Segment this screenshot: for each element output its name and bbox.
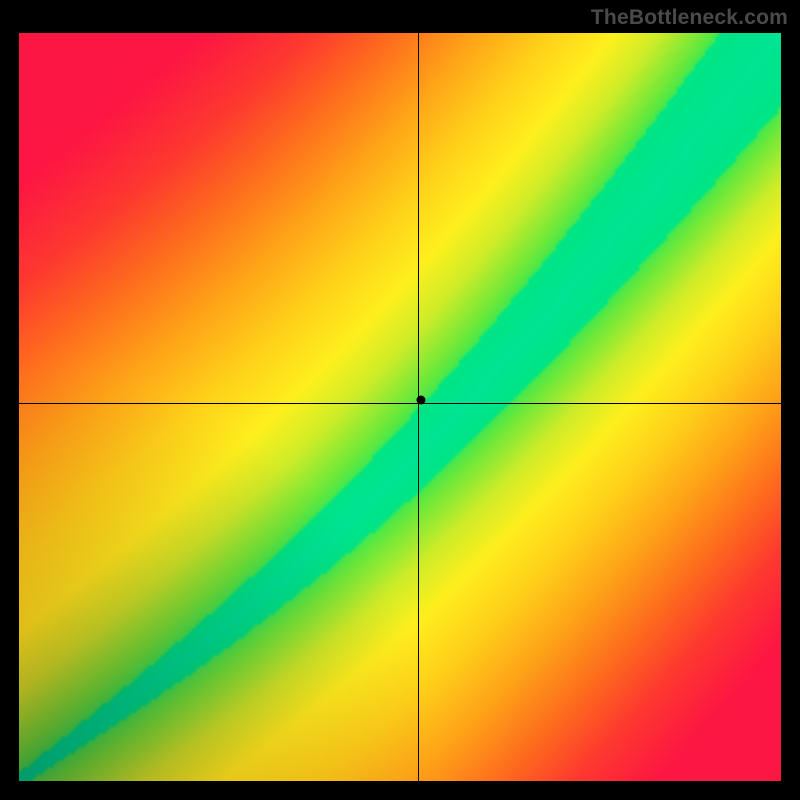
watermark-text: TheBottleneck.com bbox=[591, 6, 788, 30]
crosshair-horizontal bbox=[19, 403, 781, 405]
crosshair-vertical bbox=[418, 33, 420, 781]
data-point-marker bbox=[416, 396, 425, 405]
heatmap-canvas bbox=[19, 33, 781, 781]
bottleneck-heatmap bbox=[19, 33, 781, 781]
